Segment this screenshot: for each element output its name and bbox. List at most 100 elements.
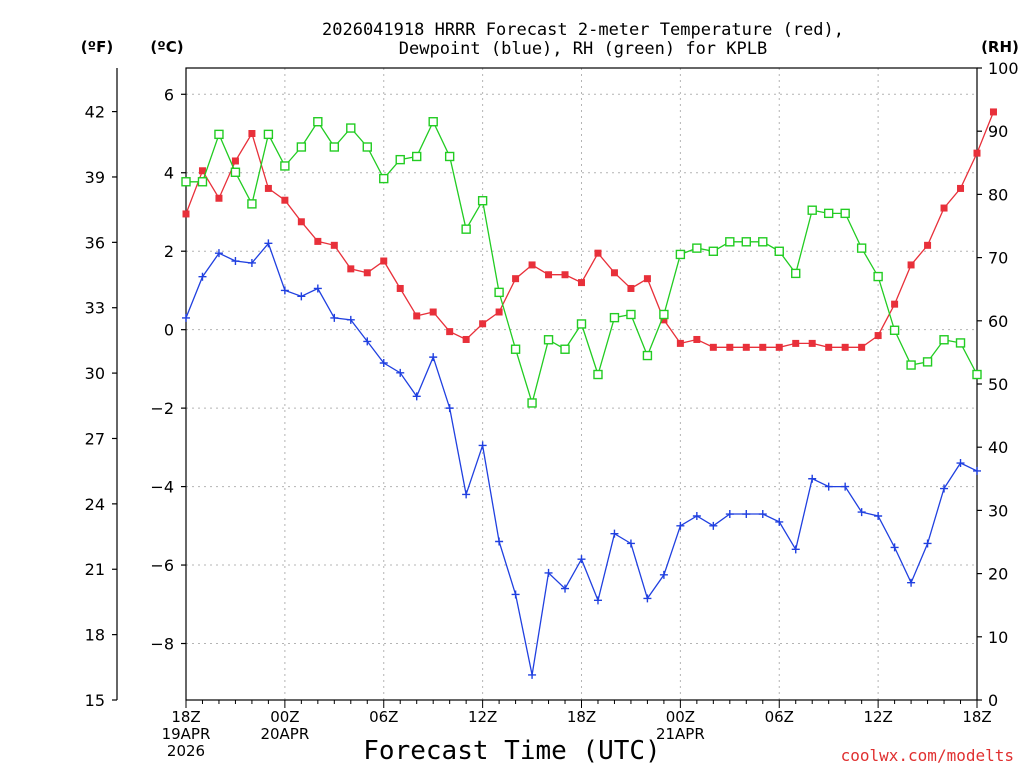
rh-point [444,151,455,162]
rh-point [593,369,603,380]
temperature-point [545,271,553,279]
rh-point [889,325,900,335]
dewpoint-point [445,404,454,413]
rh-tick-label: 40 [988,438,1008,457]
rh-point [214,129,224,140]
rh-point [560,344,570,354]
temperature-point [396,284,404,292]
temperature-point [858,343,866,351]
fahrenheit-axis: 15 18 21 24 27 30 33 36 39 42 [85,68,118,710]
temperature-point [693,335,701,343]
dewpoint-point [758,510,767,519]
rh-point [922,357,933,367]
dewpoint-point [214,249,223,258]
dewpoint-point [182,313,190,322]
dewpoint-point [528,670,537,679]
temperature-point [512,275,520,283]
celsius-tick-label: −4 [150,478,174,497]
series-layer [181,108,997,679]
dewpoint-point [495,537,504,546]
fahrenheit-tick-label: 42 [85,103,105,122]
x-tick-label: 00Z [666,708,695,726]
rh-point [263,129,274,140]
dewpoint-point [330,313,339,322]
dewpoint-point [725,510,734,519]
rh-point [346,123,356,133]
celsius-axis: −8 −6 −4 −2 0 2 4 6 [150,85,186,654]
celsius-unit-label: (ºC) [150,38,183,56]
rh-point [313,117,323,127]
temperature-point [907,261,915,269]
rh-point [873,271,883,282]
rh-point [906,360,916,370]
celsius-tick-label: 6 [164,85,174,104]
rh-point [510,344,521,354]
temperature-point [248,130,256,138]
dewpoint-point [626,539,635,548]
rh-point [576,319,587,329]
dewpoint-point [478,441,487,450]
temperature-point [561,271,569,279]
rh-point [840,208,850,219]
rh-point [296,142,307,152]
rh-point [197,177,208,187]
rh-point [807,205,817,215]
temperature-point [891,300,899,308]
rh-point [823,208,834,219]
x-tick-label: 19APR [162,725,211,743]
temperature-point [627,284,635,292]
rh-tick-label: 30 [988,501,1008,520]
dewpoint-point [346,315,355,324]
x-tick-label: 18Z [962,708,991,726]
rh-tick-label: 70 [988,249,1008,268]
rh-tick-label: 90 [988,122,1008,141]
rh-point [362,142,372,152]
dewpoint-point [643,594,652,603]
celsius-tick-label: 2 [164,242,174,261]
temperature-point [215,194,223,202]
dewpoint-point [313,284,322,293]
dewpoint-point [247,258,256,267]
rh-tick-label: 60 [988,312,1008,331]
dewpoint-point [676,521,685,530]
temperature-point [973,149,981,157]
dewpoint-point [808,474,817,483]
rh-point [939,335,949,345]
rh-point [247,199,257,209]
rh-point [280,161,290,171]
rh-point [659,309,669,320]
temperature-point [676,339,684,347]
fahrenheit-tick-label: 18 [85,626,105,645]
temperature-point [808,339,816,347]
dewpoint-point [412,392,421,401]
x-tick-label: 12Z [863,708,892,726]
rh-point [329,142,340,152]
rh-series [181,117,982,408]
rh-point [461,224,471,234]
temperature-point [347,265,355,273]
dewpoint-point [280,286,289,295]
temperature-point [775,343,783,351]
temperature-point [792,339,800,347]
rh-point [856,243,867,253]
temperature-line [185,111,995,348]
rh-point [955,338,966,348]
temperature-point [578,279,585,287]
dewpoint-point [231,257,240,266]
temperature-point [182,210,190,218]
rh-point [379,173,389,184]
rh-point [609,312,620,323]
celsius-tick-label: −6 [150,556,174,575]
dewpoint-point [956,459,965,468]
dewpoint-point [791,545,800,554]
fahrenheit-unit-label: (ºF) [81,38,113,56]
dewpoint-point [429,353,438,362]
temperature-point [825,343,833,351]
rh-point [527,398,537,408]
temperature-point [314,237,322,245]
x-tick-label: 06Z [369,708,398,726]
temperature-point [759,343,767,351]
rh-point [708,246,719,256]
